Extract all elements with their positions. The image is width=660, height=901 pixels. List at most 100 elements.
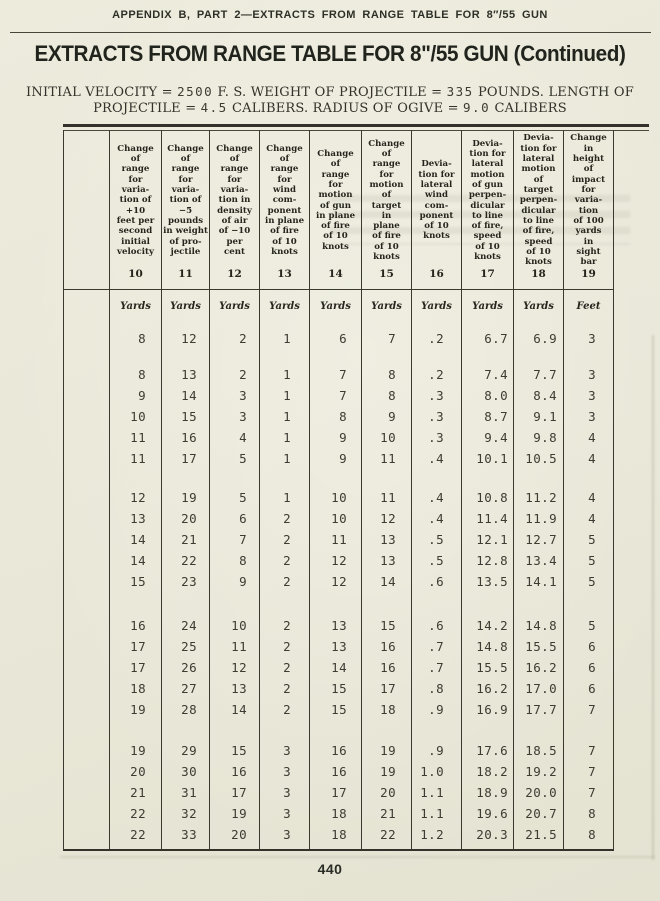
data-value: 7 — [388, 331, 396, 346]
data-value — [64, 406, 109, 427]
data-cell-col12: 2 3 3 4 5 — [209, 362, 259, 481]
data-value: 13 — [231, 681, 247, 696]
data-value: 5 — [588, 574, 596, 589]
data-value: 18.9 — [476, 785, 508, 800]
data-value: 15 — [231, 743, 247, 758]
header-column-number: 13 — [277, 268, 292, 280]
unit-cell: Feet — [563, 289, 613, 323]
header-cell-col12: Change of range for varia- tion in densi… — [209, 130, 259, 289]
data-value: 23 — [181, 574, 197, 589]
data-value: 19 — [380, 764, 396, 779]
data-cell-col10: 8 9 10 11 11 — [109, 362, 161, 481]
data-cell-col12: 10 11 12 13 14 — [209, 606, 259, 730]
data-cell-blank — [64, 606, 109, 730]
data-cell-col15: 11 12 13 13 14 — [361, 481, 411, 606]
data-value: .4 — [428, 451, 444, 466]
data-value: 12 — [231, 660, 247, 675]
data-value: 10.1 — [476, 451, 508, 466]
data-value: 19 — [181, 490, 197, 505]
data-value: 8 — [588, 806, 596, 821]
data-value: 14 — [130, 553, 146, 568]
data-value — [64, 782, 109, 803]
data-value: 2 — [239, 367, 247, 382]
data-value: 13 — [380, 553, 396, 568]
data-value: 13 — [181, 367, 197, 382]
header-column-number: 14 — [328, 268, 343, 280]
data-cell-col17: 17.6 18.2 18.9 19.6 20.3 — [461, 730, 513, 849]
data-value: 5 — [588, 618, 596, 633]
data-cell-col12: 5 6 7 8 9 — [209, 481, 259, 606]
data-value: 6.9 — [533, 331, 557, 346]
data-value: 15 — [130, 574, 146, 589]
data-value: 16 — [130, 618, 146, 633]
data-value: 9 — [138, 388, 146, 403]
subtitle-line-1: INITIAL VELOCITY = 2500 F. S. WEIGHT OF … — [0, 84, 660, 100]
data-cell-col15: 7 — [361, 323, 411, 362]
data-cell-col19: 3 3 3 4 4 — [563, 362, 613, 481]
subtitle-segment: PROJECTILE = — [93, 101, 201, 116]
data-value: 9 — [339, 451, 347, 466]
data-value: 21 — [181, 532, 197, 547]
data-value: 6 — [588, 639, 596, 654]
data-cell-col17: 10.8 11.4 12.1 12.8 13.5 — [461, 481, 513, 606]
data-value: 8 — [388, 367, 396, 382]
data-value: 22 — [130, 827, 146, 842]
data-cell-col10: 8 — [109, 323, 161, 362]
header-cell-text: Change of range for varia- tion of −5 po… — [163, 143, 208, 257]
data-value: 15 — [331, 681, 347, 696]
data-value: 17 — [331, 785, 347, 800]
table-units-row: Yards Yards Yards Yards Yards Yards Yards Yards… — [64, 289, 613, 323]
data-value: 11 — [380, 490, 396, 505]
data-value: 9.1 — [533, 409, 557, 424]
header-cell-text: Change of range for motion of gun in pla… — [315, 148, 356, 252]
data-value: 17 — [130, 639, 146, 654]
data-value: .5 — [428, 553, 444, 568]
data-value: 17.7 — [525, 702, 557, 717]
data-cell-col17: 7.4 8.0 8.7 9.4 10.1 — [461, 362, 513, 481]
data-cell-col17: 14.2 14.8 15.5 16.2 16.9 — [461, 606, 513, 730]
data-value: 14.2 — [476, 618, 508, 633]
data-cell-blank — [64, 362, 109, 481]
data-value: 16 — [380, 660, 396, 675]
data-cell-col14: 13 13 14 15 15 — [309, 606, 361, 730]
data-value: 7.7 — [533, 367, 557, 382]
data-value — [64, 328, 109, 349]
data-value: 14 — [231, 702, 247, 717]
data-value — [64, 550, 109, 571]
data-value: .4 — [428, 490, 444, 505]
data-cell-col11: 24 25 26 27 28 — [161, 606, 209, 730]
data-value: .5 — [428, 532, 444, 547]
data-value: .3 — [428, 409, 444, 424]
data-value: 10 — [331, 511, 347, 526]
data-value: 14 — [331, 660, 347, 675]
data-value: 13.4 — [525, 553, 557, 568]
data-value — [64, 740, 109, 761]
data-value: 15.5 — [525, 639, 557, 654]
header-cell-blank — [64, 130, 109, 289]
subtitle-segment: CALIBERS. RADIUS OF OGIVE = — [227, 101, 464, 116]
data-value: 12 — [130, 490, 146, 505]
data-cell-col14: 6 — [309, 323, 361, 362]
data-value: 1.2 — [420, 827, 444, 842]
unit-cell: Yards — [209, 289, 259, 323]
header-cell-text: Change in height of impact for varia- ti… — [570, 133, 607, 268]
data-value: 9 — [339, 430, 347, 445]
range-table: Change of range for varia- tion of +10 f… — [63, 130, 614, 851]
data-cell-col18: 6.9 — [513, 323, 563, 362]
data-value: .7 — [428, 639, 444, 654]
data-value: 25 — [181, 639, 197, 654]
subtitle-segment: 9.0 — [463, 100, 491, 115]
data-value: 8.4 — [533, 388, 557, 403]
bleed-through-artifact — [60, 856, 655, 858]
data-value: 30 — [181, 764, 197, 779]
data-value: 3 — [588, 409, 596, 424]
data-value: 1 — [283, 367, 291, 382]
data-value: 7 — [588, 764, 596, 779]
data-value: 18.2 — [476, 764, 508, 779]
data-value: 19.2 — [525, 764, 557, 779]
data-value: 1 — [283, 388, 291, 403]
data-value: 10 — [380, 430, 396, 445]
data-cell-col14: 7 7 8 9 9 — [309, 362, 361, 481]
data-value: 19.6 — [476, 806, 508, 821]
data-value: 2 — [283, 511, 291, 526]
